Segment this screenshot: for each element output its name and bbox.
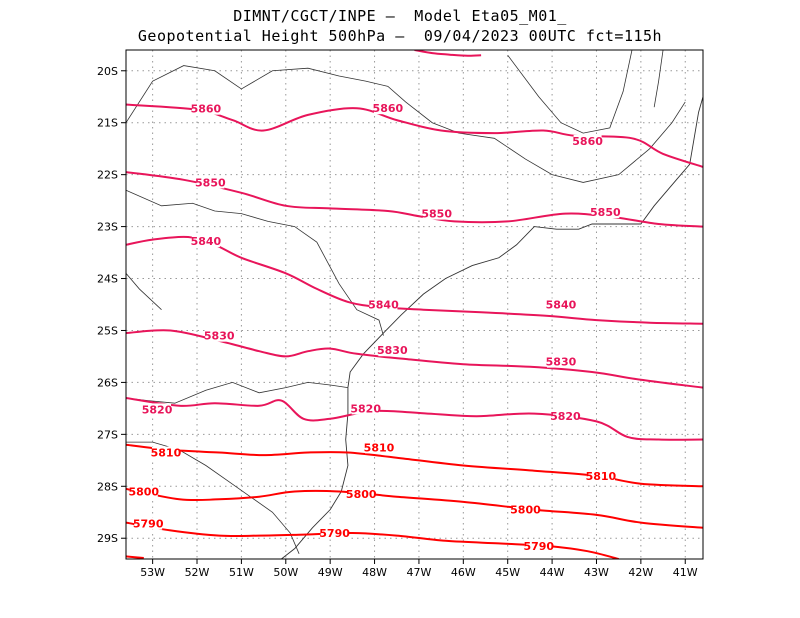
contour-label: 5840: [546, 299, 577, 312]
contour-label-bg: [351, 402, 380, 415]
contour-5820: [126, 397, 703, 441]
state-border: [126, 273, 162, 310]
contour-label: 5810: [364, 441, 395, 454]
contour-label: 5840: [368, 299, 399, 312]
title-line-2: Geopotential Height 500hPa – 09/04/2023 …: [137, 27, 663, 45]
x-tick-label: 44W: [540, 566, 565, 579]
x-tick-label: 41W: [673, 566, 698, 579]
contour-label: 5860: [191, 103, 222, 116]
contour-label: 5860: [373, 102, 404, 115]
contour-5800: [126, 487, 703, 529]
contour-label: 5820: [350, 402, 381, 415]
contour-label: 5790: [523, 540, 554, 553]
contour-label-bg: [524, 540, 553, 553]
contour-5830: [126, 329, 703, 389]
contour-label: 5850: [421, 208, 452, 221]
contour-label-bg: [546, 298, 575, 311]
y-tick-label: 25S: [97, 324, 118, 337]
state-border: [126, 189, 384, 336]
contour-label-bg: [586, 469, 615, 482]
state-borders: [126, 50, 686, 554]
contour-label: 5820: [142, 403, 173, 416]
contour-label-bg: [196, 176, 225, 189]
contour-label: 5790: [319, 527, 350, 540]
y-tick-label: 27S: [97, 428, 118, 441]
contour-label: 5850: [590, 206, 621, 219]
contour-label-bg: [546, 355, 575, 368]
contour-label-bg: [551, 410, 580, 423]
contour-labels: 5860 5860 5860 5850 5850 5850 5840 5840 5840 5830…: [128, 102, 621, 553]
x-tick-label: 42W: [628, 566, 653, 579]
y-tick-label: 24S: [97, 273, 118, 286]
contour-label: 5790: [133, 518, 164, 531]
contour-label-bg: [511, 503, 540, 516]
contour-label: 5860: [572, 135, 603, 148]
y-axis: 20S 21S 22S 23S 24S 25S 26S 27S 28S 29S: [97, 65, 126, 545]
contour-label-bg: [129, 485, 158, 498]
contour-label-bg: [191, 102, 220, 115]
contour-lines: [126, 50, 703, 559]
contour-5860: [126, 103, 703, 168]
title-line-1: DIMNT/CGCT/INPE – Model Eta05_M01_: [233, 7, 567, 25]
contour-label-bg: [378, 344, 407, 357]
contour-label-bg: [151, 446, 180, 459]
y-tick-label: 23S: [97, 221, 118, 234]
contour-label-bg: [364, 441, 393, 454]
x-tick-label: 53W: [140, 566, 165, 579]
y-tick-label: 20S: [97, 65, 118, 78]
y-tick-label: 29S: [97, 532, 118, 545]
contour-label-bg: [347, 488, 376, 501]
x-tick-label: 47W: [407, 566, 432, 579]
state-border: [126, 65, 686, 183]
contour-label: 5820: [550, 410, 581, 423]
state-border: [653, 50, 664, 108]
x-tick-label: 50W: [273, 566, 298, 579]
contour-label: 5810: [151, 447, 182, 460]
x-tick-label: 51W: [229, 566, 254, 579]
contour-label-bg: [573, 134, 602, 147]
contour-label: 5800: [510, 504, 541, 517]
y-tick-label: 26S: [97, 376, 118, 389]
state-border: [507, 50, 633, 134]
contour-label-bg: [320, 527, 349, 540]
x-axis: 53W 52W 51W 50W 49W 48W 47W 46W 45W 44W 43W 42W 41W: [140, 559, 698, 579]
contour-5840: [126, 235, 703, 325]
state-border: [126, 381, 348, 404]
y-tick-label: 28S: [97, 480, 118, 493]
state-border: [126, 441, 300, 554]
contour-label: 5800: [346, 488, 377, 501]
contour-label-bg: [205, 329, 234, 342]
contour-label: 5830: [377, 344, 408, 357]
coastline: [281, 96, 703, 559]
x-tick-label: 48W: [362, 566, 387, 579]
contour-label: 5810: [586, 470, 617, 483]
contour-label-bg: [143, 403, 172, 416]
graticule: [126, 50, 703, 559]
contour-label-bg: [191, 235, 220, 248]
contour-label-bg: [591, 206, 620, 219]
y-tick-label: 22S: [97, 169, 118, 182]
contour-5870: [414, 50, 482, 57]
contour-label: 5830: [546, 356, 577, 369]
x-tick-label: 45W: [495, 566, 520, 579]
coastline-segment: [347, 96, 703, 388]
contour-label-bg: [373, 102, 402, 115]
contour-label-bg: [422, 207, 451, 220]
plot-frame: [125, 49, 704, 560]
y-tick-label: 21S: [97, 117, 118, 130]
contour-label: 5840: [191, 235, 222, 248]
contour-5780: [126, 555, 144, 559]
contour-label: 5800: [128, 485, 159, 498]
x-tick-label: 43W: [584, 566, 609, 579]
contour-label-bg: [134, 517, 163, 530]
contour-5810: [126, 443, 703, 488]
x-tick-label: 46W: [451, 566, 476, 579]
contour-label: 5850: [195, 176, 226, 189]
x-tick-label: 52W: [185, 566, 210, 579]
contour-label: 5830: [204, 330, 235, 343]
x-tick-label: 49W: [318, 566, 343, 579]
contour-label-bg: [369, 298, 398, 311]
